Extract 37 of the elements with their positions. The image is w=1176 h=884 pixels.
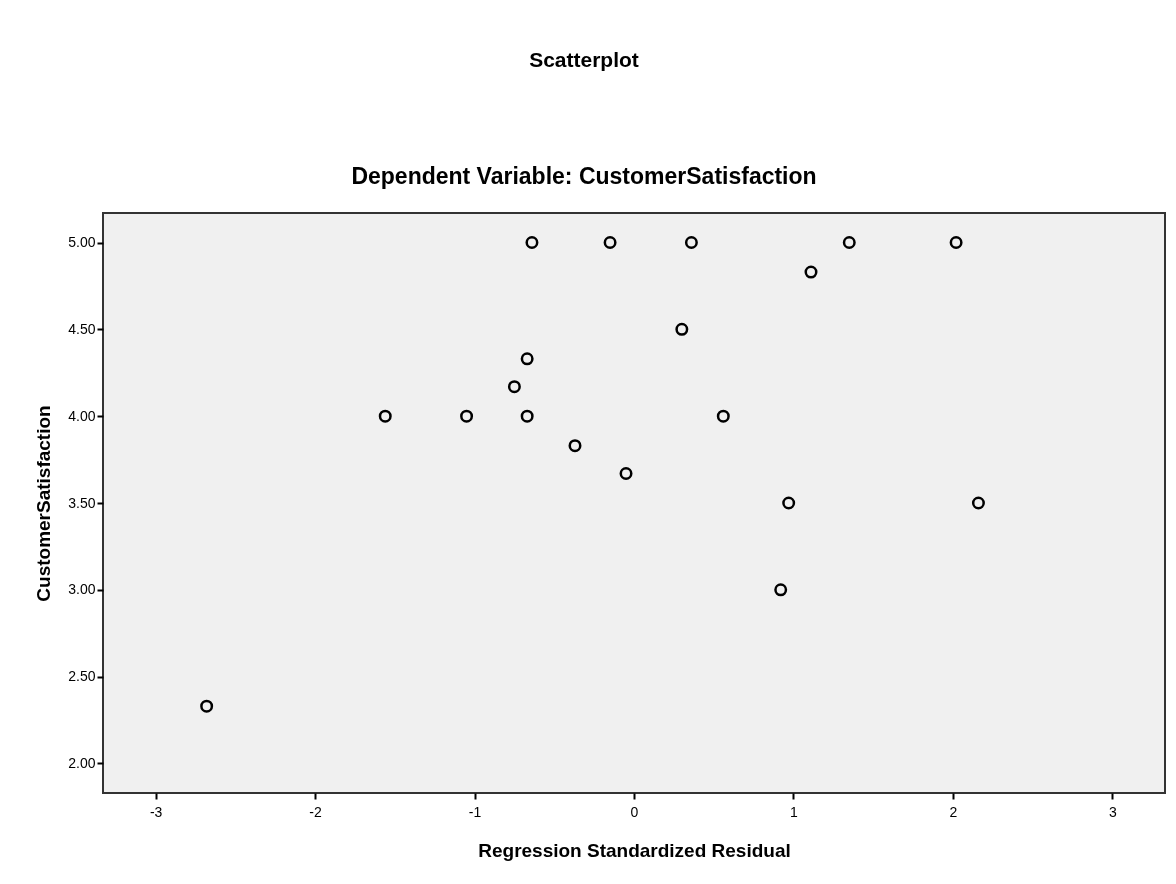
point [460,409,474,423]
point [842,236,856,249]
y-axis-title: CustomerSatisfaction [33,405,55,602]
x-tick-label: -1 [468,803,482,820]
point [971,496,985,510]
x-axis-title: Regression Standardized Residual [478,839,791,861]
point [603,236,617,249]
x-tick-label: 2 [949,803,958,820]
chart-subtitle: Dependent Variable: CustomerSatisfaction [351,163,817,189]
point [200,699,214,713]
point [568,439,582,453]
y-tick-label: 4.50 [68,320,96,337]
y-tick-label: 2.50 [68,668,96,685]
point [525,236,539,249]
chart-title: Scatterplot [529,48,639,71]
y-tick-label: 2.00 [68,754,96,771]
point [716,409,730,423]
y-tick-label: 3.00 [68,581,96,598]
point [507,380,521,394]
point [949,236,963,249]
point [378,409,392,423]
point [684,236,698,249]
y-tick-label: 3.50 [68,494,96,511]
point [774,583,788,597]
x-tick-label: 0 [630,803,639,820]
x-tick-label: 3 [1108,803,1117,820]
point [619,467,633,480]
point [804,265,818,279]
point [782,496,796,510]
point [520,409,534,423]
point [520,352,534,366]
x-tick-label: -2 [309,803,323,820]
y-tick-label: 4.00 [68,407,96,424]
x-tick-label: -3 [149,803,163,820]
x-tick-label: 1 [790,803,799,820]
point [675,322,689,336]
y-tick-label: 5.00 [68,234,96,251]
